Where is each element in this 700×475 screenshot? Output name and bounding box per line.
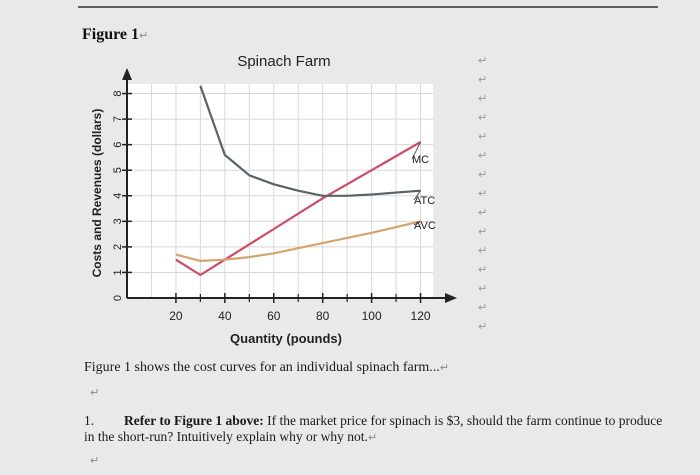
y-tick-label: 4: [112, 193, 124, 199]
top-rule: [78, 6, 658, 8]
return-mark-icon: ↵: [478, 73, 488, 86]
x-tick-label: 80: [316, 309, 330, 323]
series-label-atc: ATC: [414, 195, 435, 207]
return-mark-icon: ↵: [478, 92, 488, 105]
y-tick-label: 2: [112, 244, 124, 250]
question-1: 1. Refer to Figure 1 above: If the market…: [84, 413, 674, 446]
return-mark-icon: ↵: [478, 301, 488, 314]
y-tick-label: 8: [112, 90, 124, 96]
y-tick-label: 0: [112, 295, 124, 301]
question-lead: Refer to Figure 1 above:: [124, 413, 264, 428]
return-mark-icon: ↵: [478, 244, 488, 257]
x-tick-label: 100: [362, 309, 382, 323]
series-label-leader: [411, 141, 421, 160]
return-mark-icon: ↵: [139, 29, 149, 42]
return-mark-icon: ↵: [478, 263, 488, 276]
return-mark-icon: ↵: [478, 54, 488, 67]
series-line-mc: [175, 141, 422, 277]
return-mark-icon: ↵: [478, 149, 488, 162]
y-axis-arrow-icon: [122, 68, 132, 80]
return-marks-column: ↵ ↵ ↵ ↵ ↵ ↵ ↵ ↵ ↵ ↵ ↵ ↵ ↵ ↵ ↵: [478, 54, 498, 339]
return-mark-icon: ↵: [478, 187, 488, 200]
x-tick-label: 20: [169, 309, 183, 323]
x-axis-arrow-icon: [445, 293, 457, 303]
y-axis-label: Costs and Revenues (dollars): [90, 109, 104, 278]
question-text: If the market price for spinach is $3, s…: [84, 413, 663, 444]
return-mark-icon: ↵: [478, 320, 488, 333]
y-tick-label: 6: [112, 142, 124, 148]
series-label-avc: AVC: [414, 220, 436, 232]
y-tick-label: 1: [112, 269, 124, 275]
return-mark-icon: ↵: [478, 206, 488, 219]
y-tick-label: 7: [112, 116, 124, 122]
chart-title: Spinach Farm: [237, 53, 330, 70]
return-mark-icon: ↵: [478, 111, 488, 124]
series-label-leader: [413, 220, 421, 226]
return-mark-icon: ↵: [478, 225, 488, 238]
return-mark-icon: ↵: [367, 431, 378, 444]
return-mark-icon: ↵: [90, 386, 100, 399]
return-mark-icon: ↵: [478, 282, 488, 295]
series-label-leader: [413, 190, 421, 201]
x-tick-label: 60: [267, 309, 281, 323]
figure-caption-text: Figure 1 shows the cost curves for an in…: [84, 360, 440, 375]
x-axis-label: Quantity (pounds): [230, 331, 342, 346]
x-tick-label: 120: [411, 309, 431, 323]
figure-caption: Figure 1 shows the cost curves for an in…: [84, 360, 449, 376]
figure-heading-text: Figure 1: [82, 26, 140, 43]
series-line-atc: [199, 85, 421, 197]
series-label-mc: MC: [412, 154, 429, 166]
y-tick-label: 3: [112, 218, 124, 224]
x-tick-label: 40: [218, 309, 232, 323]
y-tick-label: 5: [112, 167, 124, 173]
question-number: 1.: [84, 413, 95, 428]
return-mark-icon: ↵: [439, 361, 449, 374]
series-line-avc: [175, 220, 421, 262]
return-mark-icon: ↵: [478, 168, 488, 181]
return-mark-icon: ↵: [478, 130, 488, 143]
figure-heading: Figure 1↵: [82, 26, 148, 44]
return-mark-icon: ↵: [90, 454, 100, 467]
plot-background: [127, 84, 433, 298]
